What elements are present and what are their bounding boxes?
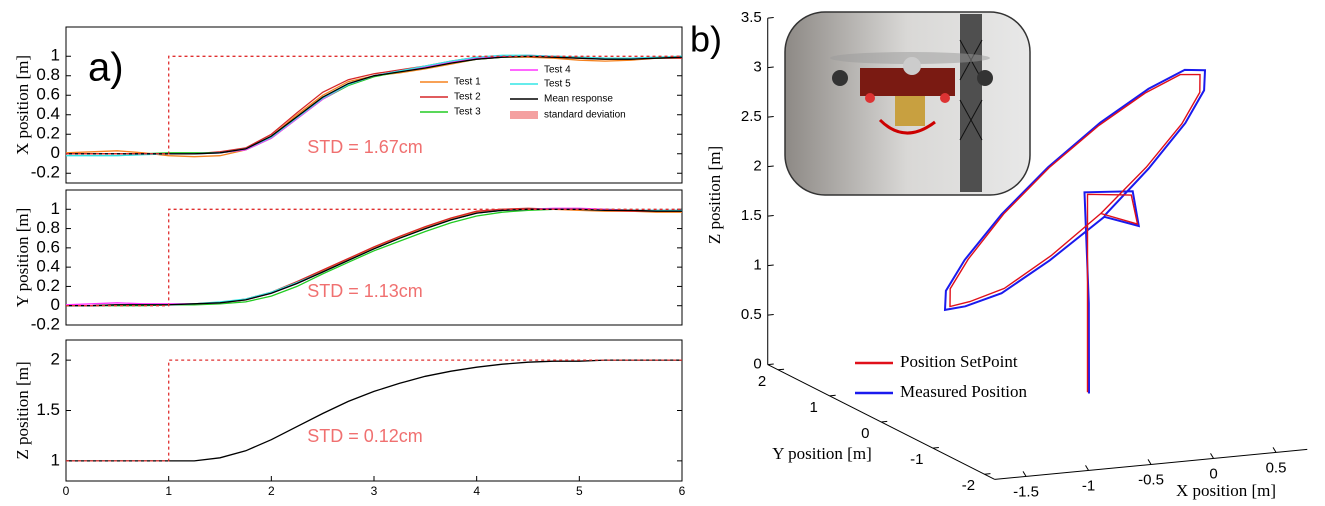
y-tick-label: 0 [861, 425, 869, 442]
y-axis-label: X position [m] [13, 55, 32, 155]
z-tick [767, 313, 774, 316]
x-tick-label: 0 [1209, 465, 1217, 482]
setpoint-line [66, 208, 682, 307]
y-tick-label: -0.2 [31, 163, 60, 182]
y-tick-label: -1 [910, 451, 923, 468]
y-tick [829, 394, 836, 397]
y-axis-label: Y position [m] [772, 444, 871, 463]
x-tick-label: 0 [63, 484, 70, 498]
z-tick [767, 264, 774, 267]
y-tick-label: 0 [51, 295, 60, 314]
legend-label: Measured Position [900, 382, 1028, 401]
x-tick-label: -1.5 [1013, 483, 1039, 500]
x-tick-label: -0.5 [1138, 471, 1164, 488]
y-tick [881, 420, 888, 423]
y-axis-label: Z position [m] [13, 361, 32, 459]
y-tick-label: 0.6 [36, 237, 60, 256]
annotation: STD = 1.67cm [307, 137, 423, 157]
y-tick-label: 1 [51, 450, 60, 469]
trajectory-line [949, 73, 1201, 393]
setpoint-line [66, 359, 682, 462]
annotation: STD = 0.12cm [307, 426, 423, 446]
y-tick-label: 2 [758, 373, 766, 390]
legend-swatch [510, 111, 538, 119]
plot-frame [65, 26, 683, 184]
plot-frame [65, 189, 683, 326]
y-tick [932, 447, 939, 449]
y-tick-label: 0 [51, 143, 60, 162]
z-tick-label: 1 [753, 257, 761, 274]
x-tick-label: -1 [1082, 477, 1095, 494]
legend-label: Test 5 [544, 79, 571, 90]
y-tick-label: 0.6 [36, 85, 60, 104]
y-tick-label: 2 [51, 350, 60, 369]
z-tick [767, 66, 774, 69]
legend-label: Test 4 [544, 65, 571, 76]
y-tick-label: 0.4 [36, 257, 60, 276]
z-tick-label: 0.5 [741, 306, 762, 323]
x-tick-label: 6 [679, 484, 686, 498]
y-tick-label: -2 [962, 477, 975, 494]
panel-label: a) [88, 46, 124, 90]
x-tick [1210, 453, 1214, 459]
legend-label: Test 1 [454, 77, 481, 88]
x-tick [1022, 471, 1027, 477]
x-tick [1147, 459, 1152, 465]
y-tick-label: 1 [51, 199, 60, 218]
legend-label: Test 3 [454, 107, 481, 118]
legend-label: standard deviation [544, 110, 626, 121]
y-tick-label: 1.5 [36, 400, 60, 419]
z-tick-label: 0 [753, 356, 761, 373]
panel-label: b) [690, 19, 722, 60]
annotation: STD = 1.13cm [307, 281, 423, 301]
z-tick [767, 363, 774, 366]
y-tick-label: 0.2 [36, 124, 60, 143]
y-axis-label: Y position [m] [13, 208, 32, 307]
y-tick-label: 0.4 [36, 104, 60, 123]
z-tick [767, 115, 774, 118]
photo-inset [784, 11, 1031, 196]
legend-label: Mean response [544, 94, 613, 105]
z-tick-label: 3.5 [741, 9, 762, 26]
x-tick-label: 0.5 [1266, 459, 1287, 476]
z-tick-label: 1.5 [741, 207, 762, 224]
x-tick [1272, 447, 1277, 453]
legend-label: Test 2 [454, 92, 481, 103]
x-axis-label: X position [m] [1176, 481, 1276, 500]
series-line [66, 359, 682, 462]
x-tick [1085, 465, 1089, 471]
z-tick-label: 2 [753, 158, 761, 175]
y-tick-label: 0.8 [36, 65, 60, 84]
z-tick [767, 214, 774, 217]
z-tick [767, 16, 774, 19]
legend-label: Position SetPoint [900, 352, 1018, 371]
z-tick-label: 2.5 [741, 108, 762, 125]
x-tick-label: 4 [473, 484, 480, 498]
y-tick [984, 473, 991, 475]
y-tick-label: -0.2 [31, 314, 60, 333]
z-tick [767, 165, 774, 168]
x-tick-label: 3 [371, 484, 378, 498]
z-tick-label: 3 [753, 59, 761, 76]
x-tick-label: 1 [165, 484, 172, 498]
y-tick [778, 368, 785, 371]
setpoint-line [66, 55, 682, 155]
y-tick-label: 1 [51, 46, 60, 65]
trajectory-line [943, 68, 1207, 394]
y-tick-label: 0.2 [36, 276, 60, 295]
y-tick-label: 0.8 [36, 218, 60, 237]
y-tick-label: 1 [809, 399, 817, 416]
x-tick-label: 5 [576, 484, 583, 498]
z-axis-label: Z position [m] [705, 146, 724, 244]
x-tick-label: 2 [268, 484, 275, 498]
